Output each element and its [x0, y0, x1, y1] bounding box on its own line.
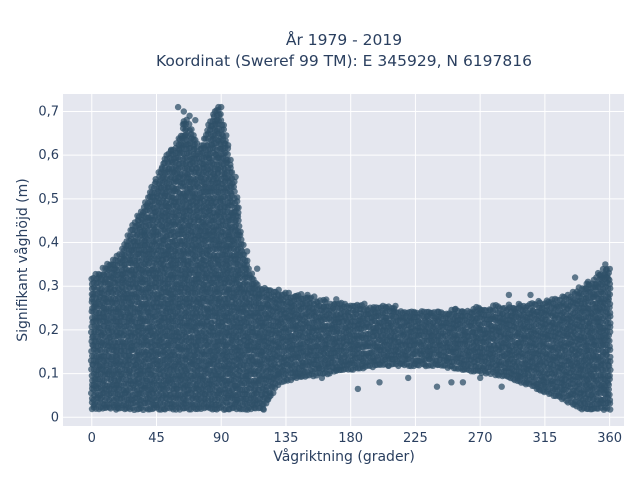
- data-point: [220, 121, 227, 129]
- data-point: [234, 194, 241, 201]
- data-point: [236, 222, 243, 230]
- data-point: [248, 270, 256, 277]
- data-point: [220, 126, 227, 133]
- data-points: [87, 103, 614, 413]
- data-point: [188, 126, 195, 133]
- data-point: [223, 132, 230, 139]
- data-point: [240, 241, 247, 249]
- data-point: [217, 111, 224, 118]
- data-point: [237, 228, 244, 235]
- data-point: [224, 142, 232, 149]
- data-point: [227, 156, 234, 164]
- data-point: [224, 151, 231, 158]
- data-point: [186, 121, 193, 128]
- data-point: [217, 117, 225, 124]
- data-point: [244, 257, 251, 264]
- data-point: [392, 302, 399, 310]
